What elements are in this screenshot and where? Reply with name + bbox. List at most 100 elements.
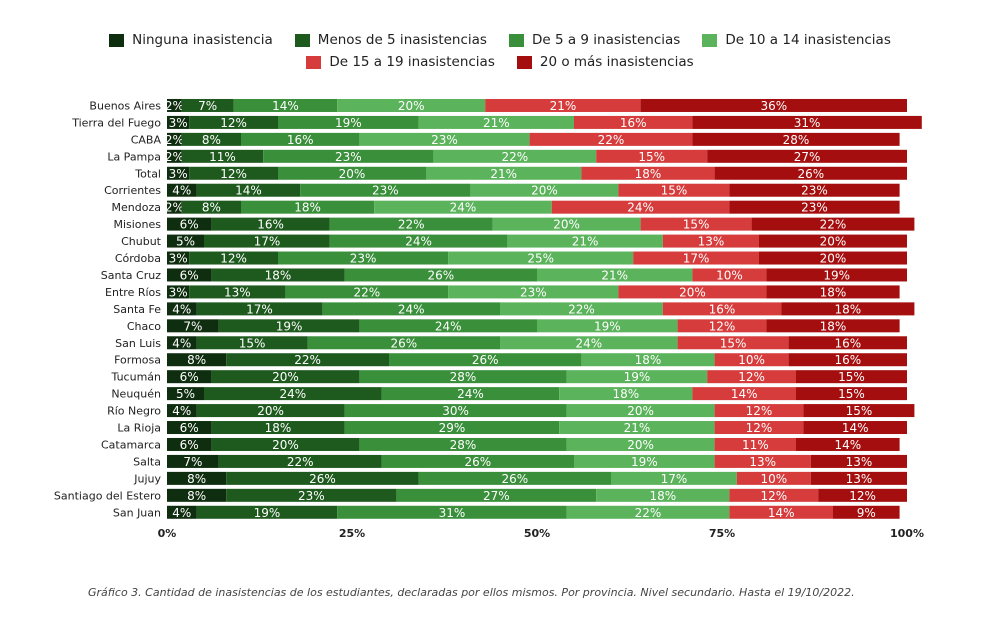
data-label: 21% xyxy=(550,99,577,113)
bar-segment xyxy=(692,115,922,129)
data-label: 17% xyxy=(661,472,688,486)
category-label: La Pampa xyxy=(107,150,161,163)
bar-segment xyxy=(596,149,708,163)
bar-segment xyxy=(329,234,508,248)
data-label: 13% xyxy=(846,472,873,486)
category-label: Tierra del Fuego xyxy=(71,116,161,129)
legend-swatch xyxy=(306,55,322,69)
bar-segment xyxy=(226,471,419,485)
data-label: 3% xyxy=(169,252,188,266)
legend-label: De 10 a 14 inasistencias xyxy=(725,32,891,48)
legend-item: De 5 a 9 inasistencias xyxy=(508,32,680,48)
bar-segment xyxy=(810,454,907,468)
bar-segment xyxy=(574,115,693,129)
bar-segment xyxy=(196,183,301,197)
bar-segment xyxy=(167,370,212,384)
data-label: 26% xyxy=(464,455,491,469)
category-label: Corrientes xyxy=(104,184,161,197)
data-label: 15% xyxy=(661,184,688,198)
data-label: 19% xyxy=(254,506,281,520)
data-label: 2% xyxy=(165,133,184,147)
data-label: 26% xyxy=(427,268,454,282)
bar-segment xyxy=(285,285,449,299)
data-label: 24% xyxy=(398,302,425,316)
bar-segment xyxy=(278,115,419,129)
data-label: 4% xyxy=(172,184,191,198)
bar-segment xyxy=(662,234,759,248)
bar-segment xyxy=(167,302,197,316)
bar-segment xyxy=(759,234,907,248)
data-label: 22% xyxy=(398,218,425,232)
bar-segment xyxy=(581,353,715,367)
category-label: CABA xyxy=(131,133,162,146)
data-label: 12% xyxy=(746,404,773,418)
legend-item: De 10 a 14 inasistencias xyxy=(702,32,891,48)
category-label: Buenos Aires xyxy=(89,99,161,112)
bar-segment xyxy=(167,471,227,485)
data-label: 26% xyxy=(390,336,417,350)
legend-swatch xyxy=(516,55,532,69)
data-label: 17% xyxy=(254,235,281,249)
data-label: 22% xyxy=(635,506,662,520)
bar-segment xyxy=(181,200,241,214)
data-label: 18% xyxy=(265,421,292,435)
data-label: 21% xyxy=(601,268,628,282)
bar-segment xyxy=(566,437,715,451)
data-label: 12% xyxy=(849,489,876,503)
data-label: 8% xyxy=(187,489,206,503)
bar-segment xyxy=(714,404,804,418)
bar-segment xyxy=(426,166,582,180)
bar-segment xyxy=(662,302,782,316)
data-label: 4% xyxy=(172,506,191,520)
bar-segment xyxy=(810,471,907,485)
data-label: 22% xyxy=(353,285,380,299)
bar-segment xyxy=(167,319,219,333)
data-label: 18% xyxy=(635,167,662,181)
legend-item: Menos de 5 inasistencias xyxy=(294,32,487,48)
bar-segment xyxy=(167,421,212,435)
data-label: 23% xyxy=(372,184,399,198)
data-label: 15% xyxy=(838,370,865,384)
data-label: 7% xyxy=(183,319,202,333)
x-tick-label: 25% xyxy=(339,527,365,540)
bar-segment xyxy=(167,387,204,401)
bar-segment xyxy=(300,183,471,197)
data-label: 12% xyxy=(220,252,247,266)
data-label: 16% xyxy=(709,302,736,316)
data-label: 10% xyxy=(738,353,765,367)
data-label: 18% xyxy=(265,268,292,282)
data-label: 25% xyxy=(527,252,554,266)
bar-segment xyxy=(633,251,759,265)
bar-segment xyxy=(196,404,345,418)
bar-segment xyxy=(233,98,338,112)
bar-segment xyxy=(729,488,819,502)
data-label: 12% xyxy=(709,319,736,333)
data-label: 12% xyxy=(738,370,765,384)
data-label: 20% xyxy=(627,404,654,418)
bar-segment xyxy=(359,370,567,384)
data-label: 12% xyxy=(760,489,787,503)
category-label: Mendoza xyxy=(112,201,161,214)
data-label: 18% xyxy=(649,489,676,503)
data-label: 14% xyxy=(731,387,758,401)
data-label: 23% xyxy=(520,285,547,299)
data-label: 12% xyxy=(746,421,773,435)
bar-segment xyxy=(714,454,811,468)
bar-segment xyxy=(226,353,389,367)
data-label: 4% xyxy=(172,404,191,418)
bar-segment xyxy=(707,149,907,163)
bar-segment xyxy=(692,387,796,401)
data-label: 14% xyxy=(235,184,262,198)
category-label: Jujuy xyxy=(133,472,161,485)
data-label: 16% xyxy=(287,133,314,147)
bar-segment xyxy=(618,285,767,299)
bar-segment xyxy=(500,302,663,316)
data-label: 15% xyxy=(846,404,873,418)
data-label: 9% xyxy=(857,506,876,520)
category-label: Total xyxy=(134,167,161,180)
bar-segment xyxy=(278,251,449,265)
bar-segment xyxy=(714,421,804,435)
bar-segment xyxy=(781,302,915,316)
data-label: 36% xyxy=(760,99,787,113)
bar-segment xyxy=(611,471,737,485)
